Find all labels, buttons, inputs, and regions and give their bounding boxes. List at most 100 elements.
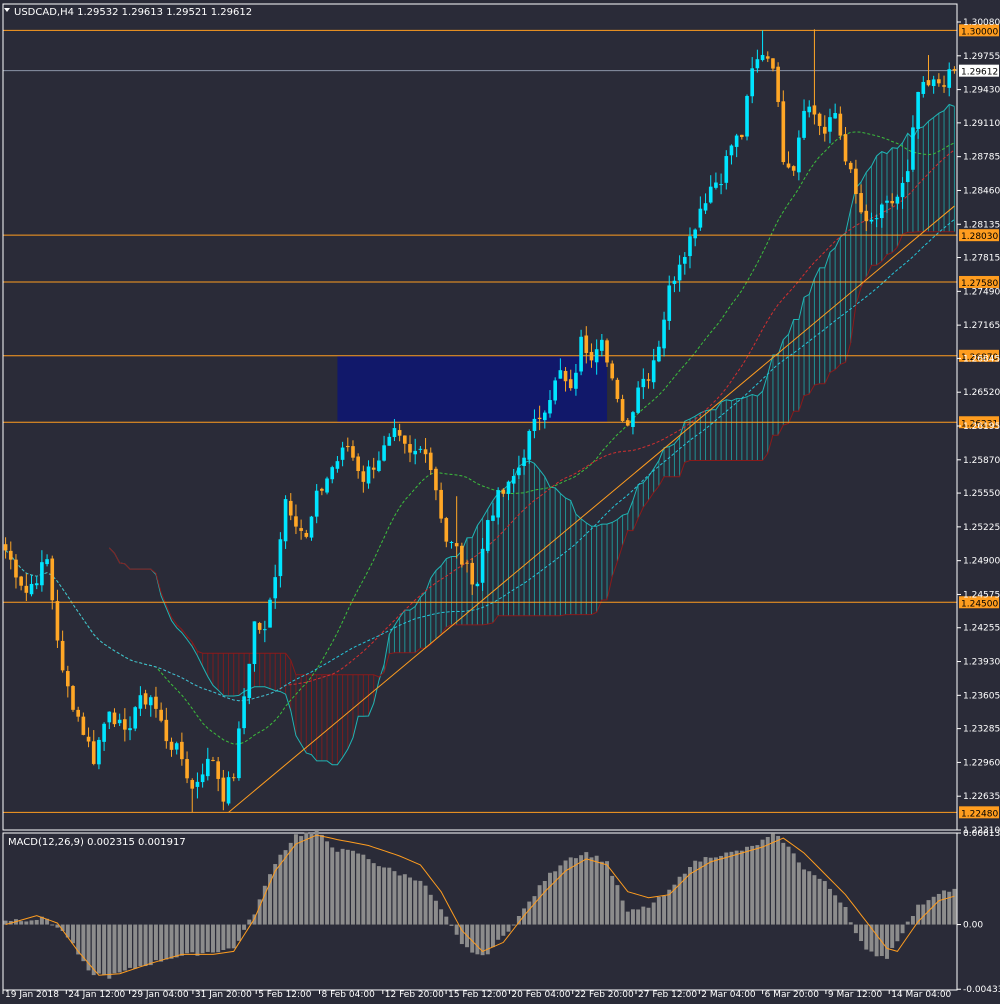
candle-body[interactable] [169, 741, 174, 750]
candle-body[interactable] [703, 203, 708, 211]
candle-body[interactable] [19, 576, 23, 586]
candle-body[interactable] [838, 113, 843, 136]
candle-body[interactable] [200, 774, 205, 783]
candle-body[interactable] [50, 558, 55, 601]
candle-body[interactable] [340, 447, 345, 460]
candle-body[interactable] [734, 135, 739, 147]
candle-body[interactable] [107, 711, 112, 723]
candle-body[interactable] [890, 201, 895, 204]
candle-body[interactable] [584, 335, 589, 354]
candle-body[interactable] [112, 712, 117, 725]
candle-body[interactable] [615, 379, 620, 399]
candle-body[interactable] [885, 200, 889, 203]
candle-body[interactable] [159, 709, 163, 721]
candle-body[interactable] [605, 340, 609, 363]
candle-body[interactable] [947, 69, 952, 88]
candle-body[interactable] [397, 430, 402, 436]
candle-body[interactable] [195, 781, 200, 787]
candle-body[interactable] [237, 728, 241, 779]
candle-body[interactable] [485, 520, 490, 551]
candle-body[interactable] [40, 562, 44, 586]
candle-body[interactable] [791, 166, 796, 171]
candle-body[interactable] [942, 85, 946, 87]
candle-body[interactable] [309, 516, 314, 538]
candle-body[interactable] [662, 319, 666, 349]
candle-body[interactable] [874, 218, 879, 220]
candle-body[interactable] [174, 743, 179, 750]
candle-body[interactable] [900, 182, 905, 198]
candle-body[interactable] [190, 780, 195, 789]
candle-body[interactable] [278, 539, 283, 577]
candle-body[interactable] [164, 719, 169, 742]
candle-body[interactable] [470, 562, 475, 585]
candle-body[interactable] [76, 709, 80, 717]
candle-body[interactable] [408, 444, 412, 453]
candle-body[interactable] [71, 686, 75, 710]
candle-body[interactable] [86, 736, 91, 742]
candle-body[interactable] [449, 541, 454, 543]
candle-body[interactable] [522, 457, 526, 466]
candle-body[interactable] [154, 696, 158, 709]
candle-body[interactable] [81, 716, 86, 735]
candle-body[interactable] [843, 134, 848, 162]
candle-body[interactable] [594, 349, 599, 363]
candle-body[interactable] [351, 446, 355, 458]
candle-body[interactable] [854, 168, 858, 195]
candle-body[interactable] [91, 741, 96, 764]
candle-body[interactable] [724, 156, 729, 183]
candle-body[interactable] [475, 583, 480, 587]
candle-body[interactable] [465, 562, 469, 564]
candle-body[interactable] [506, 481, 511, 494]
candle-body[interactable] [480, 548, 485, 583]
candle-body[interactable] [138, 695, 143, 709]
candle-body[interactable] [335, 461, 340, 469]
candle-body[interactable] [911, 127, 915, 170]
candle-body[interactable] [24, 585, 29, 593]
candle-body[interactable] [314, 490, 319, 517]
candle-body[interactable] [589, 351, 594, 361]
candle-body[interactable] [807, 106, 812, 113]
candle-body[interactable] [377, 460, 381, 471]
candle-body[interactable] [428, 452, 433, 471]
candle-body[interactable] [610, 363, 615, 379]
candle-body[interactable] [776, 66, 780, 102]
candle-body[interactable] [802, 110, 806, 138]
candle-body[interactable] [14, 559, 18, 578]
candle-body[interactable] [231, 777, 236, 779]
candle-body[interactable] [439, 489, 443, 519]
candle-body[interactable] [304, 532, 309, 537]
candle-body[interactable] [320, 488, 324, 491]
candle-body[interactable] [708, 186, 713, 203]
candle-body[interactable] [123, 719, 127, 730]
candle-body[interactable] [532, 418, 537, 431]
candle-body[interactable] [252, 621, 257, 665]
trendline[interactable] [228, 205, 955, 813]
candle-body[interactable] [786, 163, 791, 168]
candle-body[interactable] [133, 707, 138, 729]
candle-body[interactable] [864, 210, 869, 222]
candle-body[interactable] [952, 69, 957, 71]
candle-body[interactable] [750, 68, 755, 97]
candle-body[interactable] [148, 697, 153, 706]
candle-body[interactable] [117, 719, 122, 724]
candle-body[interactable] [527, 431, 532, 460]
candle-body[interactable] [833, 113, 837, 119]
candle-body[interactable] [714, 182, 718, 188]
candle-body[interactable] [356, 456, 360, 472]
candle-body[interactable] [185, 759, 189, 779]
candle-body[interactable] [387, 436, 392, 446]
candle-body[interactable] [444, 518, 449, 542]
candle-body[interactable] [869, 219, 874, 222]
candle-body[interactable] [371, 467, 376, 470]
candle-body[interactable] [205, 758, 210, 777]
candle-body[interactable] [434, 468, 438, 491]
candle-body[interactable] [537, 417, 542, 419]
candle-body[interactable] [128, 728, 132, 731]
candle-body[interactable] [263, 629, 267, 631]
candle-body[interactable] [423, 449, 428, 455]
range-box[interactable] [337, 355, 608, 423]
candle-body[interactable] [797, 137, 801, 173]
candle-body[interactable] [403, 435, 407, 444]
candle-body[interactable] [682, 257, 687, 264]
candle-body[interactable] [931, 79, 936, 87]
